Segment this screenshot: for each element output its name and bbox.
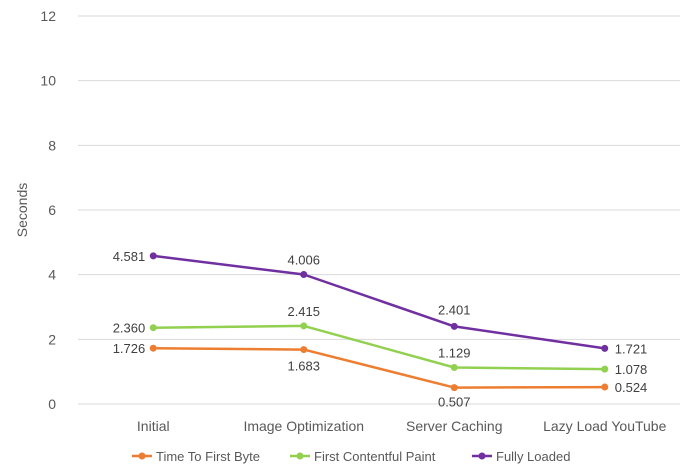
legend-marker [478,452,486,460]
data-point-fully-loaded [149,252,157,260]
data-point-first-contentful-paint [601,365,609,373]
data-label-fully-loaded: 2.401 [438,302,471,317]
series-line-fully-loaded [153,254,605,350]
data-point-fully-loaded [450,322,458,330]
data-label-time-to-first-byte: 1.683 [287,359,320,374]
y-tick-label: 2 [48,331,56,347]
data-label-fully-loaded: 1.721 [615,341,648,356]
series-lines [149,252,609,392]
legend-item-time-to-first-byte: Time To First Byte [132,449,260,464]
x-tick-label: Image Optimization [243,418,364,434]
data-label-time-to-first-byte: 0.507 [438,395,471,410]
data-label-time-to-first-byte: 1.726 [113,341,146,356]
series-line-time-to-first-byte [153,346,605,389]
legend-label: Fully Loaded [496,449,570,464]
data-point-fully-loaded [601,344,609,352]
x-tick-label: Initial [137,418,170,434]
data-point-time-to-first-byte [450,384,458,392]
data-point-first-contentful-paint [149,324,157,332]
data-point-first-contentful-paint [300,322,308,330]
data-point-time-to-first-byte [601,383,609,391]
legend-marker [138,452,146,460]
x-tick-label: Server Caching [406,418,503,434]
data-label-fully-loaded: 4.006 [287,252,320,267]
data-label-first-contentful-paint: 2.360 [113,321,146,336]
data-label-first-contentful-paint: 1.078 [615,362,648,377]
gridlines [78,15,680,405]
legend-item-first-contentful-paint: First Contentful Paint [290,449,436,464]
y-tick-label: 10 [40,73,56,89]
legend: Time To First Byte First Contentful Paint… [132,449,570,464]
y-axis-ticks: 0 2 4 6 8 10 12 [40,8,56,412]
data-point-time-to-first-byte [149,344,157,352]
data-point-time-to-first-byte [300,346,308,354]
x-axis-ticks: Initial Image Optimization Server Caching L… [137,418,667,434]
y-tick-label: 12 [40,8,56,24]
y-tick-label: 8 [48,137,56,153]
legend-item-fully-loaded: Fully Loaded [472,449,570,464]
legend-label: First Contentful Paint [314,449,436,464]
y-axis-title: Seconds [14,183,30,237]
data-label-first-contentful-paint: 2.415 [287,304,320,319]
data-labels: 1.726 1.683 0.507 0.524 2.360 2.415 1.129 1.078… [113,249,648,410]
legend-label: Time To First Byte [156,449,260,464]
data-point-fully-loaded [300,270,308,278]
data-label-time-to-first-byte: 0.524 [615,380,648,395]
y-tick-label: 0 [48,396,56,412]
y-tick-label: 4 [48,267,56,283]
data-label-fully-loaded: 4.581 [113,249,146,264]
legend-marker [296,452,304,460]
series-line-first-contentful-paint [153,324,605,371]
data-label-first-contentful-paint: 1.129 [438,345,471,360]
data-point-first-contentful-paint [450,363,458,371]
x-tick-label: Lazy Load YouTube [543,418,666,434]
y-tick-label: 6 [48,202,56,218]
